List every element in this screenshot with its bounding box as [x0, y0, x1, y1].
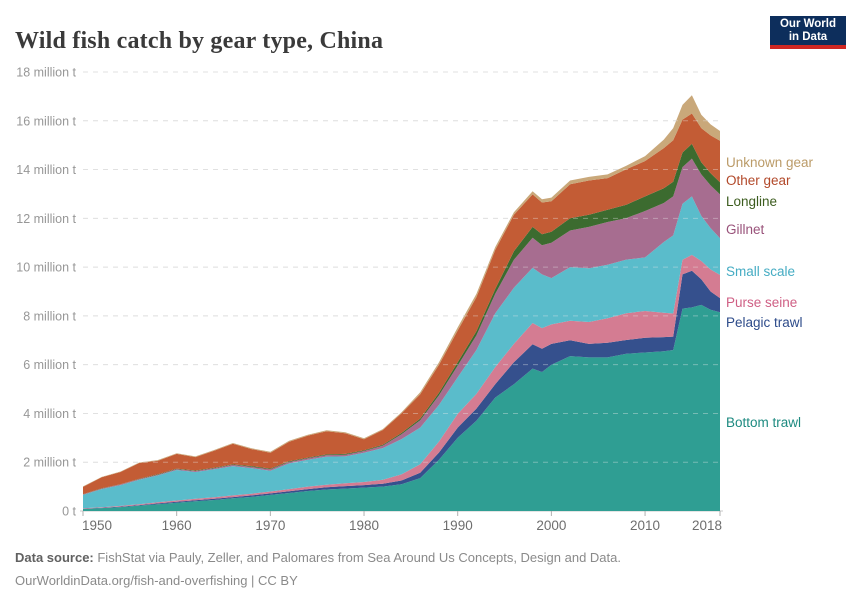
legend-label-purse-seine[interactable]: Purse seine — [726, 295, 798, 310]
y-tick-label: 4 million t — [23, 407, 76, 421]
footer-license[interactable]: OurWorldinData.org/fish-and-overfishing … — [15, 573, 298, 588]
owid-logo-text: Our World in Data — [770, 16, 846, 45]
y-tick-label: 2 million t — [23, 456, 76, 470]
x-tick-label: 2000 — [536, 518, 566, 533]
footer-source-text: FishStat via Pauly, Zeller, and Palomare… — [93, 550, 621, 565]
y-tick-label: 16 million t — [16, 114, 76, 128]
footer-source: Data source: FishStat via Pauly, Zeller,… — [15, 546, 621, 569]
owid-logo[interactable]: Our World in Data — [770, 16, 846, 49]
y-tick-label: 0 t — [62, 505, 76, 519]
owid-logo-line2: in Data — [788, 30, 828, 43]
area-other-gear[interactable] — [83, 113, 720, 495]
legend-label-gillnet[interactable]: Gillnet — [726, 222, 765, 237]
area-bottom-trawl[interactable] — [83, 304, 720, 511]
x-tick-label: 1990 — [443, 518, 473, 533]
legend-label-pelagic-trawl[interactable]: Pelagic trawl — [726, 315, 803, 330]
x-tick-label: 1980 — [349, 518, 379, 533]
owid-logo-line1: Our World — [779, 17, 836, 30]
x-tick-label: 1970 — [255, 518, 285, 533]
area-small-scale[interactable] — [83, 196, 720, 509]
chart-footer: Data source: FishStat via Pauly, Zeller,… — [15, 546, 621, 592]
y-tick-label: 8 million t — [23, 309, 76, 323]
legend-label-longline[interactable]: Longline — [726, 194, 778, 209]
page-title: Wild fish catch by gear type, China — [15, 28, 384, 55]
area-longline[interactable] — [83, 143, 720, 495]
y-tick-label: 10 million t — [16, 261, 76, 275]
owid-logo-redbar — [770, 45, 846, 49]
legend-label-small-scale[interactable]: Small scale — [726, 264, 796, 279]
area-gillnet[interactable] — [83, 158, 720, 495]
legend-label-unknown-gear[interactable]: Unknown gear — [726, 155, 814, 170]
x-tick-label: 2018 — [692, 518, 722, 533]
y-tick-label: 18 million t — [16, 66, 76, 80]
footer-source-label: Data source: — [15, 550, 94, 565]
x-tick-label: 1960 — [162, 518, 192, 533]
x-tick-label: 2010 — [630, 518, 660, 533]
y-tick-label: 12 million t — [16, 212, 76, 226]
y-tick-label: 14 million t — [16, 163, 76, 177]
y-tick-label: 6 million t — [23, 358, 76, 372]
legend-label-bottom-trawl[interactable]: Bottom trawl — [726, 415, 802, 430]
legend-label-other-gear[interactable]: Other gear — [726, 173, 791, 188]
x-tick-label: 1950 — [82, 518, 112, 533]
